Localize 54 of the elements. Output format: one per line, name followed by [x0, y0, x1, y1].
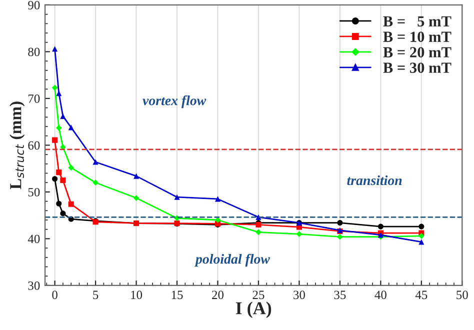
x-tick-label: 50 [456, 290, 468, 300]
y-axis-title: L$_{struct}$ (mm) [10, 102, 25, 190]
annotation: transition [347, 175, 402, 186]
x-tick-label: 35 [334, 290, 346, 300]
y-tick-label: 30 [28, 281, 40, 290]
point [296, 231, 302, 237]
point [60, 177, 66, 184]
point [133, 195, 140, 201]
point [337, 220, 343, 226]
point [256, 229, 262, 236]
y-tick-label: 70 [28, 94, 40, 103]
annotation: poloidal flow [194, 254, 270, 267]
x-tick-label: 0 [52, 290, 58, 300]
point [92, 180, 98, 186]
point [92, 159, 98, 165]
point [56, 124, 62, 131]
legend-label: B = 5 mT [383, 16, 452, 26]
point [52, 46, 58, 52]
y-tick-label: 50 [28, 188, 40, 196]
x-tick-label: 5 [93, 290, 98, 300]
legend-label: B = 20 mT [383, 47, 452, 58]
legend-label: B = 30 mT [383, 62, 452, 73]
x-tick-label: 40 [374, 290, 386, 300]
y-tick-label: 60 [28, 141, 40, 150]
y-tick-label: 80 [28, 48, 40, 56]
annotation: vortex flow [142, 95, 206, 108]
point [52, 137, 58, 143]
point [214, 196, 221, 202]
point [174, 194, 180, 200]
point [56, 200, 62, 206]
point [378, 224, 384, 230]
point [418, 232, 424, 239]
x-tick-label: 20 [212, 290, 224, 300]
x-tick-label: 25 [252, 290, 264, 300]
point [337, 234, 343, 240]
x-tick-label: 10 [131, 290, 142, 300]
x-axis-title: I (A) [236, 302, 272, 318]
x-tick-label: 30 [294, 290, 305, 300]
point [60, 210, 66, 216]
point [52, 176, 58, 182]
point [418, 224, 424, 230]
y-tick-label: 90 [28, 0, 40, 10]
point [52, 84, 58, 91]
x-tick-label: 15 [172, 290, 183, 300]
point [56, 170, 62, 176]
point [418, 239, 424, 245]
point [68, 164, 74, 171]
point [68, 201, 74, 207]
y-tick-label: 40 [28, 234, 40, 244]
point [133, 173, 140, 179]
point [214, 217, 221, 223]
legend-label: B = 10 mT [383, 32, 452, 42]
point [60, 113, 66, 119]
x-tick-label: 45 [415, 290, 428, 300]
